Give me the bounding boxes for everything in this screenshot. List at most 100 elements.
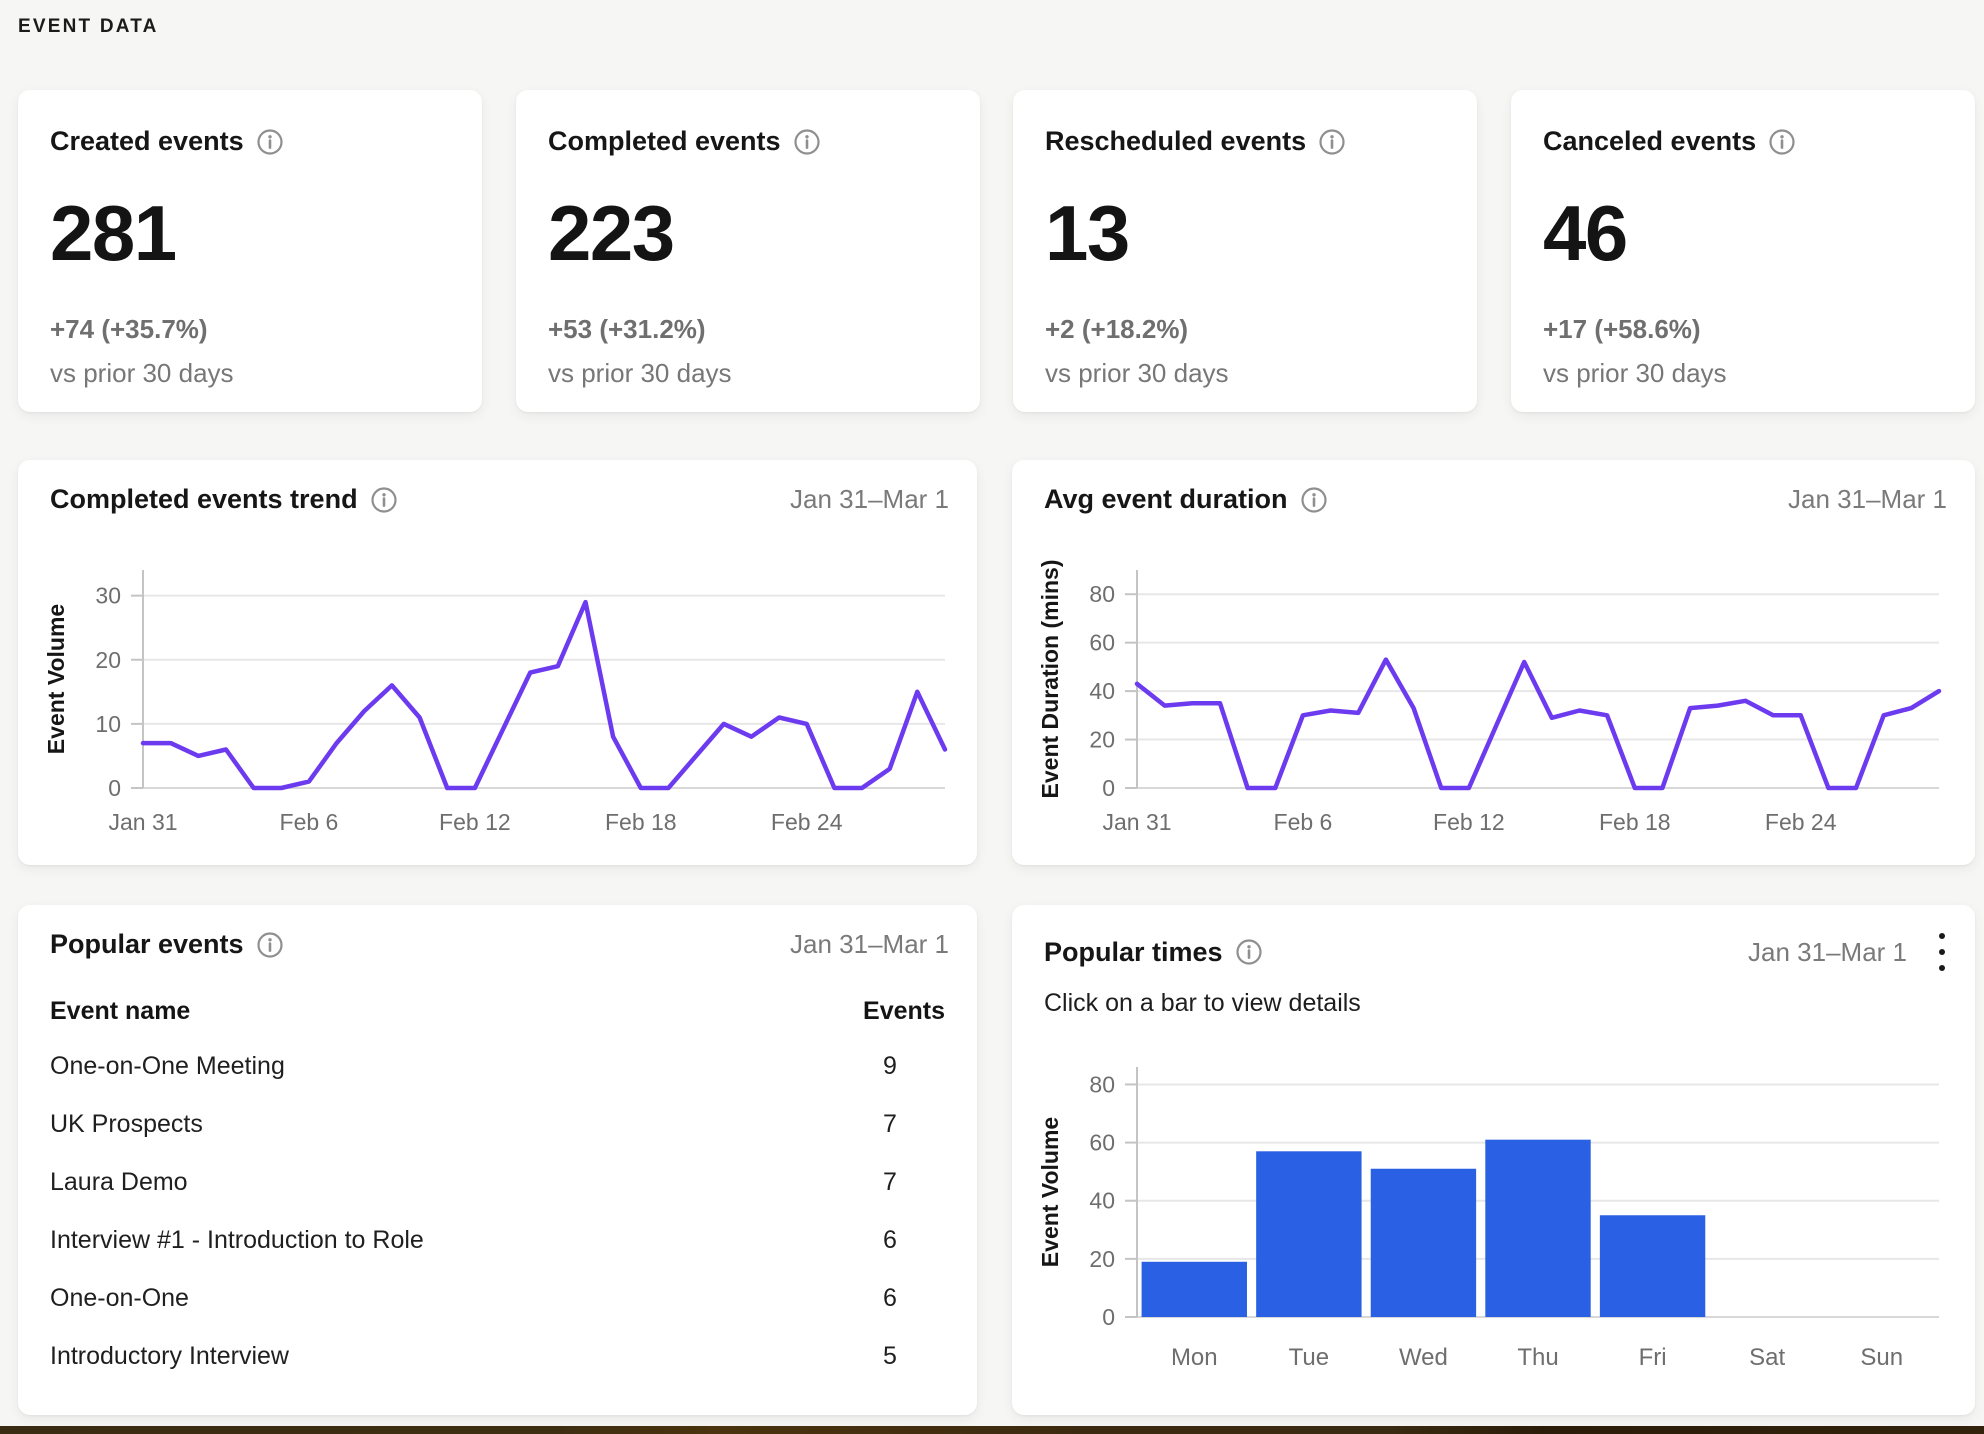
- svg-text:Tue: Tue: [1289, 1344, 1329, 1371]
- svg-text:Feb 18: Feb 18: [605, 809, 677, 835]
- stat-card-value: 223: [548, 189, 675, 277]
- svg-text:0: 0: [1102, 1304, 1115, 1330]
- svg-text:60: 60: [1089, 1130, 1115, 1156]
- svg-text:40: 40: [1089, 678, 1115, 704]
- bar-thu[interactable]: [1485, 1139, 1591, 1317]
- chart-title: Completed events trend: [50, 484, 358, 514]
- svg-text:Feb 12: Feb 12: [439, 809, 511, 835]
- event-count-cell: 6: [883, 1283, 897, 1312]
- svg-text:40: 40: [1089, 1188, 1115, 1214]
- table-row: Introductory Interview 5: [50, 1327, 945, 1385]
- event-name-cell: Laura Demo: [50, 1167, 188, 1196]
- svg-text:Fri: Fri: [1639, 1344, 1667, 1371]
- svg-text:Event Duration (mins): Event Duration (mins): [1037, 560, 1063, 799]
- stat-card-caption: vs prior 30 days: [1045, 358, 1229, 388]
- svg-text:Jan 31: Jan 31: [108, 809, 177, 835]
- svg-text:80: 80: [1089, 581, 1115, 607]
- popular-events-card: Popular events Jan 31–Mar 1 Event name E…: [18, 905, 977, 1415]
- info-icon[interactable]: [370, 486, 398, 514]
- stat-card-created-events: Created events 281 +74 (+35.7%) vs prior…: [18, 90, 482, 412]
- bar-fri[interactable]: [1599, 1215, 1706, 1317]
- stat-card-caption: vs prior 30 days: [1543, 358, 1727, 388]
- stat-card-title: Completed events: [548, 126, 781, 156]
- section-title: EVENT DATA: [18, 16, 159, 37]
- svg-text:60: 60: [1089, 630, 1115, 656]
- svg-text:Jan 31: Jan 31: [1102, 809, 1171, 835]
- stat-card-canceled-events: Canceled events 46 +17 (+58.6%) vs prior…: [1511, 90, 1975, 412]
- bottom-strip: [0, 1426, 1984, 1434]
- stat-card-caption: vs prior 30 days: [50, 358, 234, 388]
- event-count-cell: 6: [883, 1225, 897, 1254]
- svg-text:20: 20: [1089, 1246, 1115, 1272]
- info-icon[interactable]: [1235, 938, 1263, 966]
- table-row: One-on-One Meeting 9: [50, 1037, 945, 1095]
- column-header-event-name: Event name: [50, 996, 191, 1025]
- stat-card-value: 46: [1543, 189, 1628, 277]
- date-range-label: Jan 31–Mar 1: [1748, 936, 1907, 967]
- svg-text:Feb 12: Feb 12: [1433, 809, 1505, 835]
- stat-card-title: Created events: [50, 126, 244, 156]
- stat-card-title: Rescheduled events: [1045, 126, 1307, 156]
- event-name-cell: UK Prospects: [50, 1109, 203, 1138]
- svg-text:Event Volume: Event Volume: [1037, 1117, 1063, 1267]
- bar-tue[interactable]: [1256, 1151, 1362, 1317]
- svg-text:Feb 6: Feb 6: [1274, 809, 1333, 835]
- table-row: UK Prospects 7: [50, 1095, 945, 1153]
- svg-text:Mon: Mon: [1171, 1344, 1218, 1371]
- popular-times-bar-chart[interactable]: 0 20 40 60 80 Event Volume Mon Tue Wed Thu Fri Sat S…: [1032, 1055, 1951, 1395]
- kebab-menu-icon[interactable]: [1937, 929, 1947, 975]
- info-icon[interactable]: [793, 128, 821, 156]
- trend-line: [140, 599, 948, 791]
- svg-text:Sat: Sat: [1749, 1344, 1785, 1371]
- svg-text:Event Volume: Event Volume: [43, 604, 69, 754]
- stat-card-value: 281: [50, 189, 177, 277]
- svg-text:20: 20: [95, 647, 121, 673]
- info-icon[interactable]: [256, 931, 284, 959]
- svg-text:10: 10: [95, 711, 121, 737]
- svg-text:30: 30: [95, 583, 121, 609]
- info-icon[interactable]: [1768, 128, 1796, 156]
- svg-text:Wed: Wed: [1399, 1344, 1448, 1371]
- stat-card-delta: +53 (+31.2%): [548, 314, 706, 344]
- event-name-cell: One-on-One: [50, 1283, 189, 1312]
- completed-events-trend-line-chart[interactable]: 0 10 20 30 Event Volume Jan 31 Feb 6 Feb 12 Feb …: [38, 558, 957, 850]
- date-range-label: Jan 31–Mar 1: [790, 484, 949, 514]
- stat-card-title: Canceled events: [1543, 126, 1757, 156]
- chart-title: Avg event duration: [1044, 484, 1288, 514]
- svg-text:Thu: Thu: [1517, 1344, 1558, 1371]
- svg-text:20: 20: [1089, 727, 1115, 753]
- event-name-cell: One-on-One Meeting: [50, 1051, 285, 1080]
- avg-event-duration-line-chart[interactable]: 0 20 40 60 80 Event Duration (mins) Jan 31 Feb …: [1032, 558, 1951, 850]
- bar-wed[interactable]: [1370, 1168, 1477, 1317]
- trend-line: [1134, 657, 1942, 791]
- svg-text:0: 0: [108, 775, 121, 801]
- info-icon[interactable]: [1318, 128, 1346, 156]
- svg-text:0: 0: [1102, 775, 1115, 801]
- event-name-cell: Introductory Interview: [50, 1341, 289, 1370]
- info-icon[interactable]: [256, 128, 284, 156]
- date-range-label: Jan 31–Mar 1: [1788, 484, 1947, 514]
- chart-title: Popular times: [1044, 936, 1223, 967]
- svg-text:Feb 24: Feb 24: [1765, 809, 1837, 835]
- event-count-cell: 7: [883, 1167, 897, 1196]
- event-count-cell: 5: [883, 1341, 897, 1370]
- svg-text:Sun: Sun: [1860, 1344, 1903, 1371]
- chart-title: Popular events: [50, 929, 244, 959]
- table-header-row: Event name Events: [50, 985, 945, 1037]
- table-row: One-on-One 6: [50, 1269, 945, 1327]
- bar-chart-hint: Click on a bar to view details: [1044, 989, 1361, 1017]
- stat-card-caption: vs prior 30 days: [548, 358, 732, 388]
- svg-text:Feb 6: Feb 6: [280, 809, 339, 835]
- stat-card-completed-events: Completed events 223 +53 (+31.2%) vs pri…: [516, 90, 980, 412]
- event-count-cell: 9: [883, 1051, 897, 1080]
- svg-text:Feb 18: Feb 18: [1599, 809, 1671, 835]
- date-range-label: Jan 31–Mar 1: [790, 929, 949, 959]
- stat-card-delta: +74 (+35.7%): [50, 314, 208, 344]
- info-icon[interactable]: [1300, 486, 1328, 514]
- avg-event-duration-card: Avg event duration Jan 31–Mar 1 0 20 40 60 8…: [1012, 460, 1975, 865]
- bar-mon[interactable]: [1141, 1261, 1247, 1317]
- event-name-cell: Interview #1 - Introduction to Role: [50, 1225, 424, 1254]
- table-row: Laura Demo 7: [50, 1153, 945, 1211]
- table-row: Interview #1 - Introduction to Role 6: [50, 1211, 945, 1269]
